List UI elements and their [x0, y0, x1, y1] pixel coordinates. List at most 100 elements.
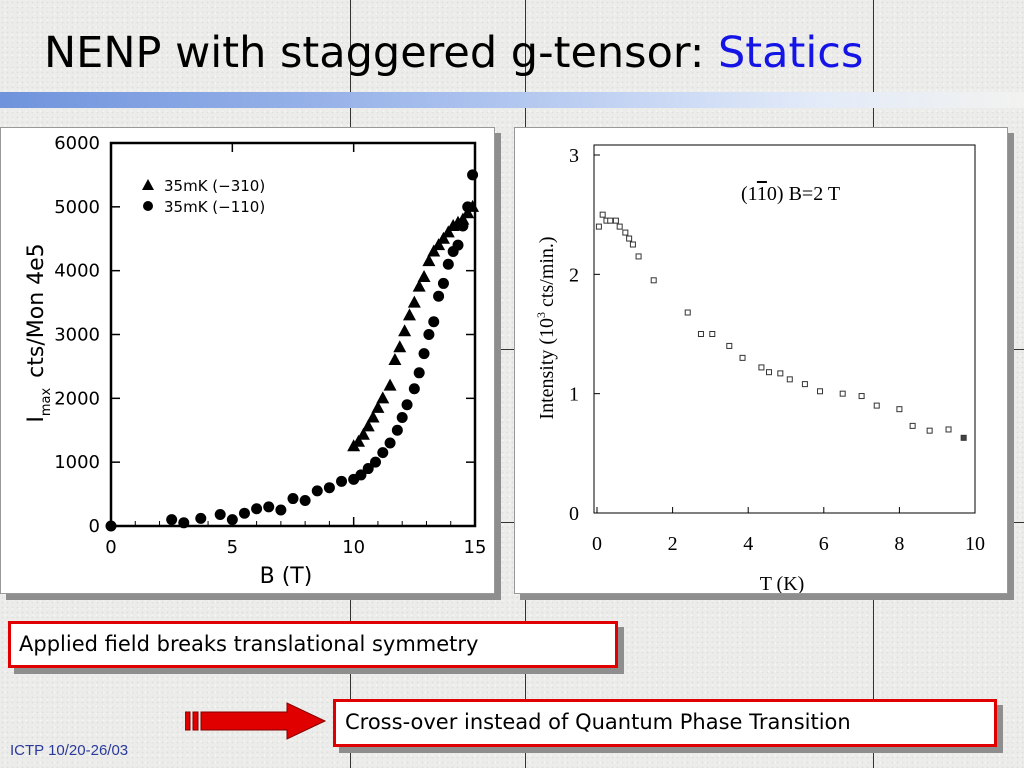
slide-title: NENP with staggered g-tensor: Statics: [44, 28, 863, 78]
data-point: [599, 211, 606, 218]
data-point-triangle: [366, 410, 380, 423]
x-tick-label: 8: [894, 533, 904, 555]
annotation-bar-digit: 1: [757, 183, 767, 205]
data-point: [612, 217, 619, 224]
data-point-circle: [428, 316, 440, 328]
chart-panel-left: 35mK (−310) 35mK (−110) 0 5 10 15 0 1000 2000 3…: [0, 127, 495, 594]
data-point: [817, 388, 824, 395]
data-point-triangle: [376, 391, 390, 404]
legend-triangle-marker: [142, 179, 154, 190]
callout-crossover: Cross-over instead of Quantum Phase Tran…: [333, 699, 997, 747]
x-tick-label: 10: [965, 533, 985, 555]
data-point-circle: [362, 463, 374, 475]
x-tick-label: 5: [227, 537, 238, 558]
data-point: [873, 402, 880, 409]
data-point-circle: [413, 367, 425, 379]
x-tick-label: 0: [592, 533, 602, 555]
data-point-triangle: [432, 238, 446, 251]
callout-crossover-text: Cross-over instead of Quantum Phase Tran…: [345, 710, 851, 734]
y-axis-label-rest: cts/Mon 4e5: [24, 243, 49, 378]
data-point-circle: [384, 437, 396, 449]
data-point: [801, 381, 808, 388]
x-tick-label: 10: [342, 537, 365, 558]
data-point: [765, 369, 772, 376]
legend: 35mK (−310) 35mK (−110): [142, 177, 265, 216]
callout-symmetry: Applied field breaks translational symme…: [8, 621, 618, 668]
data-point-triangle: [398, 324, 412, 337]
data-point-circle: [462, 201, 474, 213]
data-point: [926, 427, 933, 434]
data-point-triangle: [436, 231, 450, 244]
data-point-circle: [418, 348, 430, 360]
plot-frame: [593, 144, 976, 514]
data-point-triangle: [393, 340, 407, 353]
title-gradient-bar: [0, 92, 1024, 108]
chart-left: 35mK (−310) 35mK (−110) 0 5 10 15 0 1000 2000 3…: [24, 133, 486, 589]
data-point-triangle: [402, 308, 416, 321]
data-point-circle: [355, 469, 367, 481]
data-point-circle: [195, 512, 207, 524]
data-point: [616, 223, 623, 230]
data-point: [839, 390, 846, 397]
data-point-circle: [336, 475, 348, 487]
data-point-circle: [452, 239, 464, 251]
data-point-circle: [442, 258, 454, 270]
y-axis-label-sup: 3: [534, 312, 548, 318]
slide-title-main: NENP with staggered g-tensor:: [44, 28, 718, 78]
y-tick-label: 5000: [54, 197, 100, 218]
legend-entry-1: 35mK (−310): [164, 177, 265, 195]
y-tick-label: 2: [569, 264, 579, 286]
data-point: [650, 277, 657, 284]
striped-arrow-icon: [185, 702, 327, 740]
data-point-triangle: [422, 254, 436, 267]
data-point: [626, 235, 633, 242]
data-point: [709, 331, 716, 337]
data-point-triangle: [441, 225, 455, 238]
y-axis-label: Intensity (103 cts/min.): [534, 236, 558, 419]
data-point-circle: [437, 277, 449, 289]
data-point-circle: [311, 485, 323, 497]
legend-entry-2: 35mK (−110): [164, 198, 265, 216]
y-tick-label: 6000: [54, 133, 100, 154]
footer-text: ICTP 10/20-26/03: [10, 742, 129, 759]
data-point-circle: [377, 447, 389, 459]
x-axis-label: B (T): [260, 564, 313, 589]
x-tick-label: 0: [105, 537, 116, 558]
data-point-triangle: [356, 427, 370, 440]
data-point: [726, 342, 733, 349]
data-point: [960, 434, 967, 441]
x-tick-label: 6: [819, 533, 829, 555]
data-point-circle: [238, 507, 250, 519]
data-point-circle: [275, 504, 287, 516]
data-point: [684, 309, 691, 316]
data-point-triangle: [407, 295, 421, 308]
data-point-triangle: [427, 244, 441, 257]
y-axis-label-sub: max: [39, 388, 54, 417]
y-tick-label: 0: [569, 503, 579, 525]
data-point-triangle: [371, 400, 385, 413]
data-point: [858, 393, 865, 400]
data-point-circle: [178, 517, 190, 529]
y-axis-label-main: Intensity (10: [536, 318, 558, 420]
data-point-circle: [323, 482, 335, 494]
data-point: [786, 376, 793, 383]
data-point: [909, 422, 916, 429]
data-point-circle: [263, 501, 275, 513]
data-point-circle: [214, 509, 226, 521]
data-point: [622, 229, 629, 236]
legend-circle-marker: [143, 201, 153, 211]
data-point: [629, 241, 636, 248]
data-point: [607, 217, 614, 224]
y-axis-label-rest: cts/min.): [536, 236, 558, 312]
data-point-circle: [401, 399, 413, 411]
data-point-triangle: [361, 419, 375, 432]
y-tick-label: 1000: [54, 452, 100, 473]
data-point: [945, 426, 952, 433]
data-point: [595, 223, 602, 230]
data-point-circle: [370, 456, 382, 468]
data-point: [896, 406, 903, 413]
y-tick-label: 2000: [54, 388, 100, 409]
data-point-circle: [251, 503, 263, 515]
data-point-triangle: [388, 353, 402, 366]
